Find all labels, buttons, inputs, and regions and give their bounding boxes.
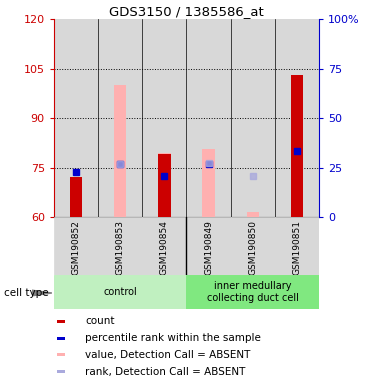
Bar (57, 370, 65, 373)
Bar (57, 353, 65, 356)
Bar (231, 19, 275, 217)
Polygon shape (32, 290, 52, 296)
Bar (98, 19, 142, 217)
Bar (158, 154, 171, 217)
Bar (54, 217, 98, 275)
Bar (57, 337, 65, 340)
Bar (70, 177, 82, 217)
Text: GSM190854: GSM190854 (160, 220, 169, 275)
Bar (114, 85, 126, 217)
Bar (291, 75, 303, 217)
Text: GSM190852: GSM190852 (71, 220, 81, 275)
Bar (275, 19, 319, 217)
Bar (142, 217, 186, 275)
Text: GSM190849: GSM190849 (204, 220, 213, 275)
Bar (57, 320, 65, 323)
Text: GSM190851: GSM190851 (292, 220, 302, 275)
Text: rank, Detection Call = ABSENT: rank, Detection Call = ABSENT (85, 367, 246, 377)
Text: percentile rank within the sample: percentile rank within the sample (85, 333, 261, 343)
Bar (186, 19, 231, 217)
Text: GSM190853: GSM190853 (116, 220, 125, 275)
Bar (202, 149, 215, 217)
Bar (275, 217, 319, 275)
Bar (231, 217, 275, 275)
Bar (98, 217, 142, 275)
Text: control: control (103, 287, 137, 297)
Bar (186, 275, 319, 309)
Bar (54, 275, 186, 309)
Text: count: count (85, 316, 115, 326)
Text: GSM190850: GSM190850 (248, 220, 257, 275)
Bar (186, 217, 231, 275)
Text: cell type: cell type (4, 288, 48, 298)
Bar (142, 19, 186, 217)
Text: inner medullary
collecting duct cell: inner medullary collecting duct cell (207, 281, 299, 303)
Title: GDS3150 / 1385586_at: GDS3150 / 1385586_at (109, 5, 264, 18)
Bar (158, 153, 171, 217)
Bar (247, 212, 259, 217)
Text: value, Detection Call = ABSENT: value, Detection Call = ABSENT (85, 350, 250, 360)
Bar (54, 19, 98, 217)
